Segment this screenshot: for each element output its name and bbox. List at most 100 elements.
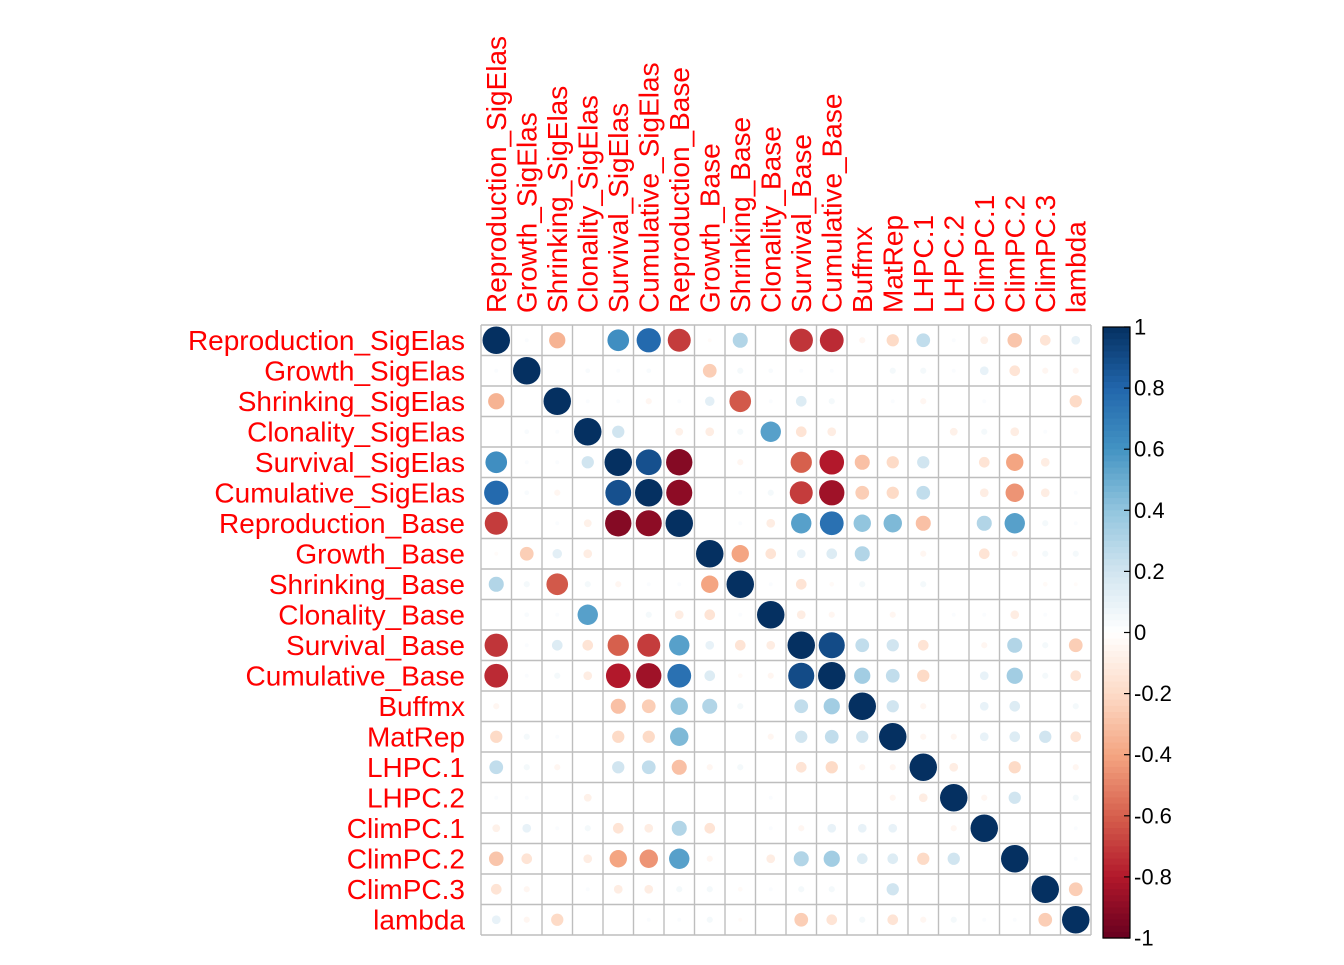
correlation-circle	[976, 515, 992, 531]
correlation-circle	[794, 912, 809, 927]
correlation-circle	[729, 390, 752, 413]
correlation-circle	[799, 368, 804, 373]
correlation-circle	[855, 638, 870, 653]
legend-color-segment	[1103, 394, 1130, 401]
legend-tick-label: -0.6	[1134, 803, 1172, 828]
correlation-circle	[1073, 582, 1078, 587]
correlation-circle	[524, 612, 530, 618]
correlation-circle	[765, 548, 777, 560]
legend-color-segment	[1103, 601, 1130, 609]
legend-color-segment	[1103, 638, 1130, 646]
legend-color-segment	[1103, 644, 1130, 652]
correlation-circle	[825, 761, 838, 774]
correlation-circle	[555, 460, 560, 465]
correlation-circle	[670, 697, 688, 715]
correlation-circle	[1031, 875, 1059, 903]
correlation-circle	[829, 368, 834, 373]
correlation-circle	[635, 449, 662, 476]
correlation-circle	[635, 510, 662, 537]
correlation-circle	[641, 760, 656, 775]
correlation-circle	[1072, 794, 1079, 801]
legend-color-segment	[1103, 375, 1130, 383]
correlation-circle	[1072, 550, 1079, 557]
correlation-circle	[795, 730, 808, 743]
correlation-circle	[646, 368, 652, 374]
correlation-circle	[642, 730, 655, 743]
column-label: Survival_SigElas	[603, 103, 634, 313]
legend-color-segment	[1103, 705, 1130, 713]
correlation-circle	[1008, 761, 1021, 774]
correlation-circle	[918, 793, 928, 803]
correlation-circle	[826, 914, 838, 926]
correlation-circle	[1072, 703, 1079, 710]
correlation-circle	[738, 917, 743, 922]
column-label: Survival_Base	[786, 134, 817, 313]
correlation-circle	[636, 663, 662, 689]
correlation-circle	[886, 883, 899, 896]
correlation-circle	[1012, 917, 1017, 922]
correlation-circle	[947, 852, 960, 865]
legend-color-segment	[1103, 870, 1130, 878]
legend-color-segment	[1103, 479, 1130, 487]
correlation-circle	[554, 489, 561, 496]
correlation-circle	[790, 451, 812, 473]
row-label: MatRep	[367, 721, 465, 752]
correlation-circle	[854, 667, 871, 684]
correlation-circle	[524, 429, 530, 435]
correlation-circle	[979, 671, 989, 681]
correlation-circle	[766, 518, 776, 528]
column-label: Cumulative_SigElas	[633, 62, 664, 313]
correlation-circle	[1009, 365, 1021, 377]
correlation-circle	[612, 730, 625, 743]
legend-color-segment	[1103, 889, 1130, 896]
row-label: lambda	[373, 904, 465, 935]
correlation-circle	[645, 398, 652, 405]
correlation-circle	[766, 854, 776, 864]
correlation-circle	[706, 855, 713, 862]
correlation-circle	[916, 485, 931, 500]
correlation-circle	[585, 399, 590, 404]
correlation-circle	[1073, 856, 1078, 861]
legend-color-segment	[1103, 742, 1130, 750]
correlation-circle	[879, 723, 907, 751]
legend-tick-label: -0.8	[1134, 864, 1172, 889]
correlation-circle	[950, 916, 957, 923]
correlation-circle	[980, 336, 989, 345]
correlation-circle	[584, 825, 591, 832]
correlation-circle	[916, 333, 931, 348]
correlation-circle	[543, 387, 571, 415]
legend-color-segment	[1103, 919, 1130, 927]
legend-tick-label: 1	[1134, 315, 1146, 340]
row-label: Reproduction_SigElas	[188, 325, 465, 356]
correlation-circle	[704, 609, 716, 621]
correlation-circle	[1042, 550, 1049, 557]
legend-color-segment	[1103, 895, 1130, 902]
correlation-circle	[829, 581, 835, 587]
correlation-circle	[885, 668, 900, 683]
legend-color-segment	[1103, 718, 1130, 725]
correlation-circle	[768, 795, 773, 800]
correlation-circle	[696, 540, 724, 568]
legend-color-segment	[1103, 760, 1130, 768]
legend-color-segment	[1103, 711, 1130, 719]
legend-tick-label: 0	[1134, 620, 1146, 645]
correlation-circle	[646, 917, 651, 922]
correlation-circle	[1042, 642, 1049, 649]
correlation-circle	[951, 368, 956, 373]
correlation-circle	[886, 700, 899, 713]
legend-color-segment	[1103, 736, 1130, 744]
correlation-circle	[585, 887, 590, 892]
correlation-circle	[920, 916, 927, 923]
correlation-circle	[1042, 520, 1049, 527]
correlation-circle	[889, 764, 896, 771]
column-label: lambda	[1060, 221, 1091, 313]
legend-tick-label: 0.6	[1134, 437, 1165, 462]
correlation-circle	[555, 826, 560, 831]
correlation-circle	[855, 485, 870, 500]
correlation-circle	[819, 511, 844, 536]
correlation-circle	[787, 631, 815, 659]
row-label: ClimPC.3	[347, 874, 465, 905]
legend-color-segment	[1103, 345, 1130, 353]
